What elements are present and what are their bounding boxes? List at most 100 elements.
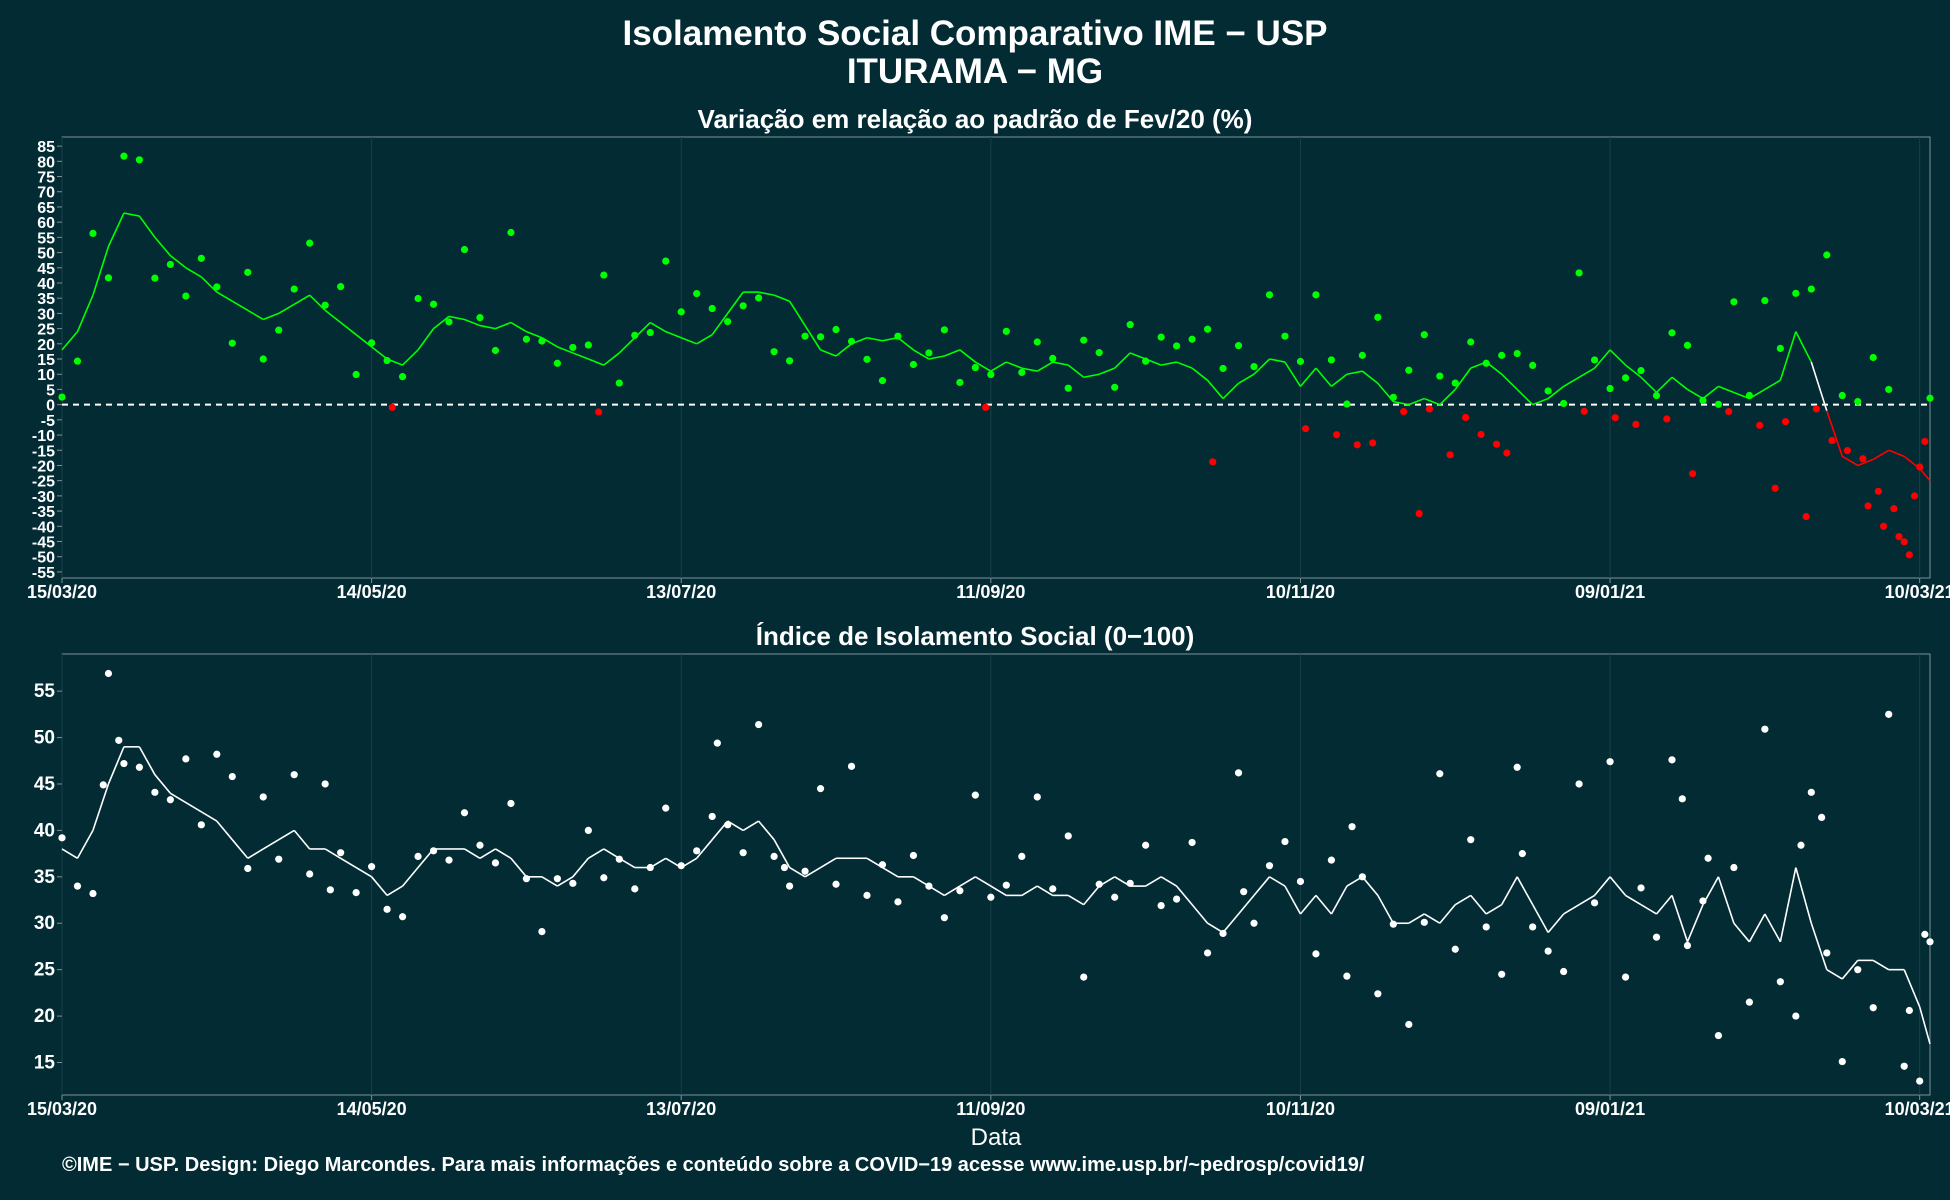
data-point: [352, 889, 360, 897]
data-point: [1869, 1004, 1877, 1012]
trend-line-segment: [401, 867, 419, 887]
data-point: [1590, 899, 1599, 907]
trend-line-segment: [1903, 969, 1921, 1008]
data-point: [1358, 873, 1366, 881]
data-point: [89, 889, 97, 898]
data-point: [476, 841, 484, 849]
trend-line-segment: [1485, 903, 1503, 915]
data-point: [73, 882, 82, 890]
data-point: [460, 809, 469, 817]
data-point: [987, 893, 995, 901]
data-point: [1745, 998, 1753, 1006]
trend-line-segment: [1361, 876, 1379, 896]
trend-line-segment: [959, 349, 976, 363]
y-tick-label: 45: [34, 774, 56, 795]
trend-line-segment: [216, 820, 233, 841]
trend-line-segment: [1470, 894, 1487, 915]
data-point: [1606, 758, 1614, 766]
data-point: [213, 283, 221, 291]
x-tick-label: 13/07/20: [646, 1099, 716, 1119]
data-point: [677, 308, 685, 316]
trend-line-segment: [1686, 904, 1704, 943]
trend-line-segment: [262, 312, 280, 321]
data-point: [1611, 414, 1619, 422]
trend-line-segment: [61, 848, 78, 859]
trend-line-segment: [1826, 410, 1844, 457]
trend-line-segment: [1021, 367, 1038, 372]
trend-line-segment: [1253, 876, 1271, 896]
trend-line-segment: [479, 848, 496, 859]
trend-line-segment: [1346, 370, 1363, 376]
data-point: [1890, 505, 1898, 513]
data-point: [337, 283, 345, 291]
data-point: [1111, 383, 1119, 391]
data-point: [1792, 1012, 1800, 1020]
data-point: [1921, 930, 1929, 938]
data-point: [1854, 966, 1862, 974]
data-point: [383, 356, 391, 365]
data-point: [1575, 780, 1583, 788]
data-point: [1250, 363, 1258, 371]
data-point: [166, 260, 174, 269]
trend-line-segment: [1563, 376, 1580, 388]
data-point: [368, 863, 376, 871]
data-point: [1730, 863, 1738, 872]
data-point: [1064, 832, 1072, 840]
data-point: [1142, 841, 1150, 849]
y-tick-label: 45: [37, 261, 55, 278]
data-point: [1776, 978, 1784, 986]
trend-line-segment: [1655, 376, 1673, 394]
data-point: [1621, 973, 1630, 981]
trend-line-segment: [1377, 895, 1395, 924]
data-point: [1002, 881, 1010, 889]
data-point: [595, 408, 603, 416]
trend-line-segment: [1439, 904, 1456, 924]
trend-line-segment: [1563, 903, 1580, 915]
data-point: [631, 885, 639, 893]
trend-line-segment: [1717, 876, 1735, 924]
data-point: [713, 739, 721, 747]
trend-line-segment: [556, 876, 574, 887]
data-point: [1792, 289, 1800, 297]
data-point: [306, 870, 314, 878]
data-point: [1312, 950, 1320, 958]
data-point: [1348, 823, 1356, 831]
data-point: [1590, 356, 1599, 364]
trend-line-segment: [928, 355, 945, 360]
data-point: [1374, 313, 1382, 321]
data-point: [383, 905, 391, 913]
data-point: [1828, 436, 1836, 445]
data-point: [1173, 895, 1181, 903]
trend-line-segment: [1593, 349, 1611, 369]
data-point: [755, 720, 763, 729]
data-point: [290, 285, 298, 293]
data-point: [1668, 329, 1676, 337]
data-point: [1818, 813, 1826, 822]
data-point: [1126, 879, 1134, 887]
trend-line-segment: [1918, 1006, 1931, 1045]
trend-line-segment: [1919, 467, 1931, 482]
trend-line-segment: [897, 337, 914, 351]
trend-line-segment: [1315, 367, 1333, 387]
data-point: [971, 363, 979, 372]
data-point: [863, 355, 871, 363]
panel-title: Variação em relação ao padrão de Fev/20 …: [698, 104, 1253, 134]
trend-line-segment: [1129, 352, 1146, 360]
trend-line-segment: [1408, 397, 1425, 406]
trend-line-segment: [200, 276, 218, 293]
data-point: [89, 229, 97, 238]
trend-line-segment: [742, 820, 760, 832]
trend-line-segment: [1841, 455, 1859, 467]
data-point: [1265, 862, 1274, 870]
trend-line-segment: [1872, 959, 1890, 971]
y-tick-label: 20: [37, 337, 55, 354]
data-point: [1761, 297, 1769, 305]
trend-line-segment: [216, 291, 233, 302]
y-tick-label: 50: [37, 246, 55, 263]
trend-line-segment: [370, 876, 388, 896]
trend-line-segment: [572, 857, 589, 878]
data-point: [646, 863, 654, 872]
trend-line-segment: [1238, 373, 1255, 385]
trend-line-segment: [990, 361, 1007, 372]
